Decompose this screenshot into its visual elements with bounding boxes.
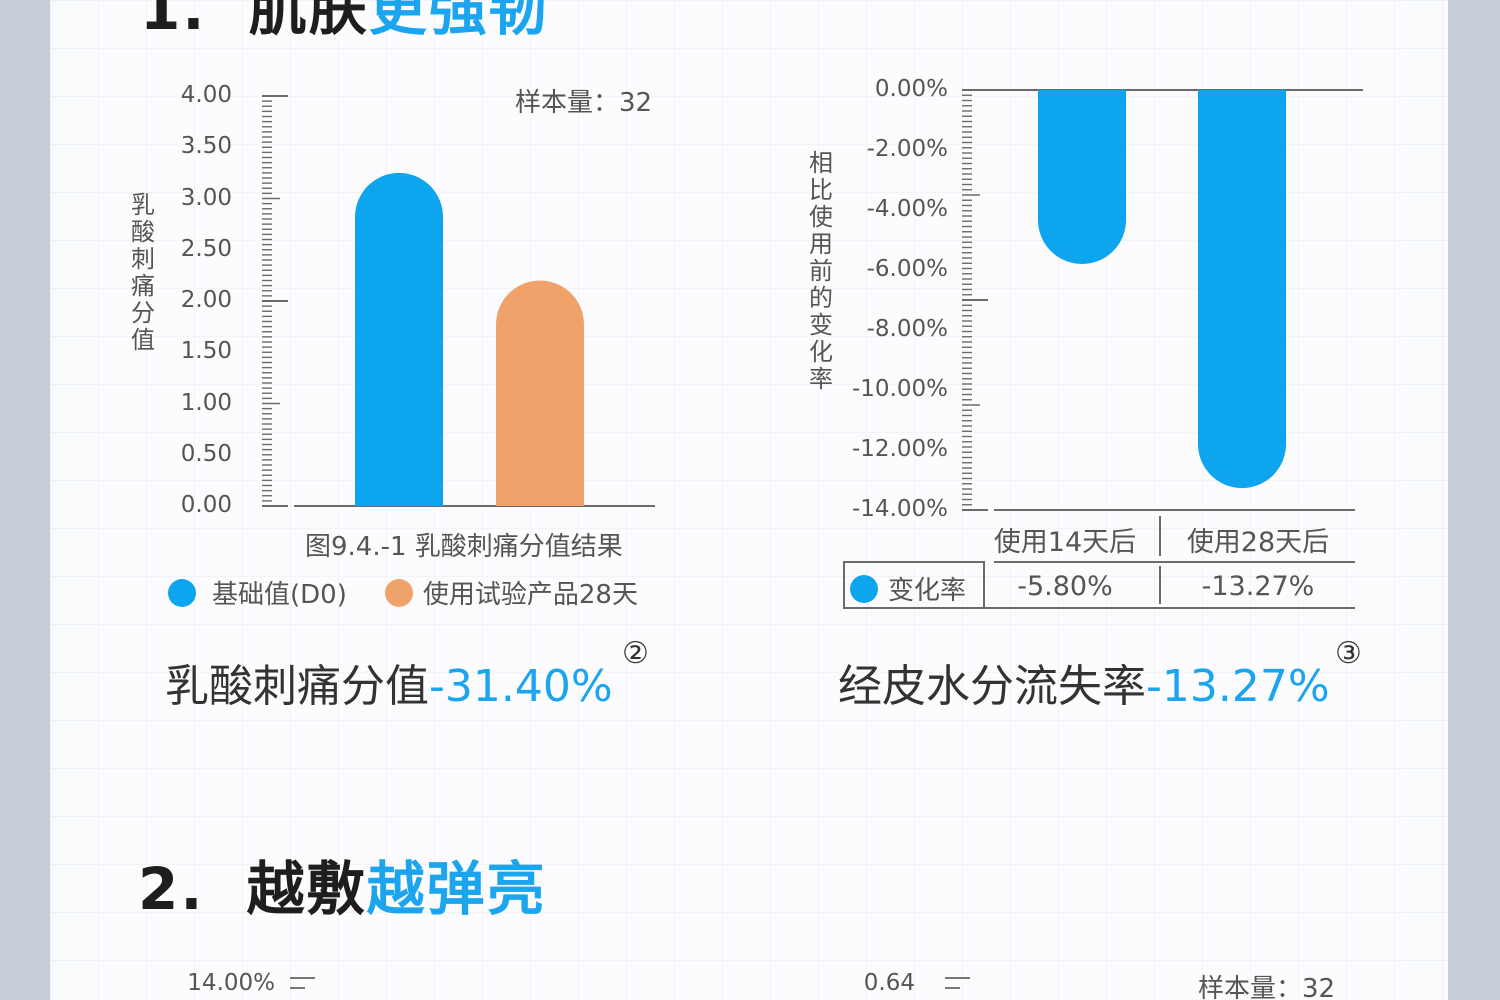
chart2-ytick-1: -2.00% bbox=[866, 136, 948, 162]
chart1-ytick-0: 4.00 bbox=[180, 82, 232, 108]
chart1-footnote: ② bbox=[622, 636, 649, 671]
chart2-bar-0 bbox=[1038, 90, 1126, 264]
chart2-legend-cell bbox=[843, 561, 985, 609]
chart1-sample-note: 样本量：32 bbox=[515, 88, 653, 118]
section-2-title-highlight: 越弹亮 bbox=[366, 855, 547, 923]
chart1-ytick-3: 2.50 bbox=[180, 235, 232, 262]
chart2-ytick-0: 0.00% bbox=[874, 76, 948, 102]
chart2-ytick-7: -14.00% bbox=[852, 496, 948, 522]
chart2-value-28d: -13.27% bbox=[1201, 571, 1315, 602]
chart1-ytick-2: 3.00 bbox=[180, 184, 232, 211]
chart2-category-28d: 使用28天后 bbox=[1186, 527, 1330, 558]
chart2-legend: 变化率 bbox=[850, 570, 966, 607]
chart1-ytick-7: 0.50 bbox=[180, 440, 232, 467]
partial-axes bbox=[290, 977, 970, 989]
chart2-summary-label: 经皮水分流失率 bbox=[838, 661, 1146, 712]
chart1-ylabel: 乳酸刺痛分值 bbox=[131, 191, 155, 354]
chart1-ytick-5: 1.50 bbox=[180, 338, 232, 365]
chart3-top-tick: 14.00% bbox=[187, 970, 275, 996]
chart2-summary: 经皮水分流失率-13.27% bbox=[838, 650, 1330, 714]
legend-dot-28days bbox=[384, 578, 413, 607]
chart2-ytick-2: -4.00% bbox=[866, 196, 948, 222]
chart2-ytick-6: -12.00% bbox=[852, 436, 948, 462]
legend-dot-change-rate bbox=[850, 574, 878, 603]
chart2-category-14d: 使用14天后 bbox=[993, 527, 1137, 558]
chart2-ytick-4: -8.00% bbox=[866, 316, 948, 342]
legend-label-28days: 使用试验产品28天 bbox=[422, 580, 638, 610]
section-1-number: 1. bbox=[140, 0, 207, 43]
chart1-summary-label: 乳酸刺痛分值 bbox=[165, 661, 429, 712]
chart1-bar-1 bbox=[496, 280, 584, 506]
chart1-legend: 基础值(D0) 使用试验产品28天 bbox=[168, 574, 638, 611]
chart2-ytick-5: -10.00% bbox=[852, 376, 948, 402]
section-1-title: 肌肤 bbox=[248, 0, 369, 43]
section-2-number: 2. bbox=[138, 855, 205, 923]
chart1-bar-0 bbox=[355, 172, 443, 506]
chart1-summary: 乳酸刺痛分值-31.40% bbox=[165, 650, 613, 714]
legend-dot-baseline bbox=[168, 578, 196, 607]
chart4-sample-note: 样本量：32 bbox=[1198, 974, 1336, 1000]
section-2-title: 越敷 bbox=[246, 855, 367, 923]
chart2-summary-value: -13.27% bbox=[1146, 661, 1330, 712]
chart1-ytick-6: 1.00 bbox=[180, 389, 232, 416]
chart1-plot bbox=[262, 95, 655, 507]
chart2-ytick-3: -6.00% bbox=[866, 256, 948, 282]
content-panel bbox=[94, 0, 1404, 1000]
legend-label-baseline: 基础值(D0) bbox=[212, 580, 347, 610]
chart2-ylabel: 相比使用前的变化率 bbox=[809, 149, 833, 393]
chart1-summary-value: -31.40% bbox=[429, 661, 613, 712]
section-2-heading: 2. 越敷越弹亮 bbox=[138, 842, 547, 926]
chart2-bar-1 bbox=[1198, 90, 1286, 489]
chart1-ytick-4: 2.00 bbox=[180, 287, 232, 313]
section-1-title-highlight: 更强韧 bbox=[368, 0, 549, 43]
chart4-top-tick: 0.64 bbox=[863, 970, 915, 996]
page: 1. 肌肤更强韧 样本量：32 乳酸刺痛分值 4.00 3.50 3.00 2.50 2… bbox=[50, 0, 1448, 1000]
legend-label-change-rate: 变化率 bbox=[888, 576, 967, 606]
chart2-value-14d: -5.80% bbox=[1017, 571, 1113, 602]
section-1-heading: 1. 肌肤更强韧 bbox=[140, 0, 549, 46]
chart1-title: 图9.4.-1 乳酸刺痛分值结果 bbox=[305, 532, 623, 562]
chart1-ytick-8: 0.00 bbox=[180, 492, 232, 518]
chart1-ytick-1: 3.50 bbox=[180, 133, 232, 160]
chart2-footnote: ③ bbox=[1335, 636, 1362, 671]
chart2-plot bbox=[843, 89, 1363, 609]
